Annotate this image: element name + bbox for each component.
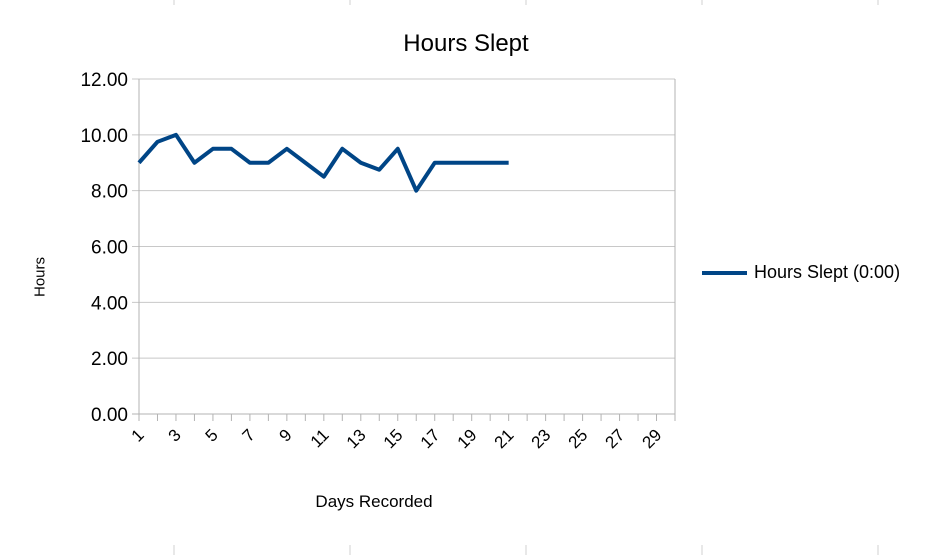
x-tick-label: 29: [639, 425, 666, 452]
x-tick-label: 21: [491, 425, 518, 452]
y-tick-label: 8.00: [91, 182, 128, 203]
legend: Hours Slept (0:00): [702, 262, 900, 283]
y-axis-label: Hours: [31, 256, 49, 298]
x-tick-label: 5: [202, 425, 222, 445]
series-line: [137, 132, 509, 193]
x-tick-label: 19: [454, 425, 481, 452]
x-tick-label: 13: [343, 425, 370, 452]
x-tick-label: 27: [602, 425, 629, 452]
y-tick-label: 6.00: [91, 238, 128, 259]
x-axis-label: Days Recorded: [315, 492, 433, 511]
x-tick-label: 9: [276, 425, 296, 445]
x-tick-label: 25: [565, 425, 592, 452]
y-tick-label: 12.00: [80, 70, 128, 91]
y-tick-label: 10.00: [80, 126, 128, 147]
legend-label: Hours Slept (0:00): [754, 262, 901, 282]
y-tick-label: 0.00: [91, 405, 128, 426]
x-tick-label: 11: [307, 425, 333, 451]
x-tick-label: 1: [128, 425, 148, 445]
x-tick-label: 7: [239, 425, 259, 445]
legend-swatch: [702, 270, 747, 275]
x-tick-label: 3: [165, 425, 185, 445]
x-tick-label: 17: [417, 425, 444, 452]
x-tick-label: 15: [380, 425, 407, 452]
chart-title: Hours Slept: [403, 30, 529, 57]
y-tick-label: 2.00: [91, 349, 128, 370]
y-tick-label: 4.00: [91, 293, 128, 314]
x-tick-label: 23: [528, 425, 555, 452]
